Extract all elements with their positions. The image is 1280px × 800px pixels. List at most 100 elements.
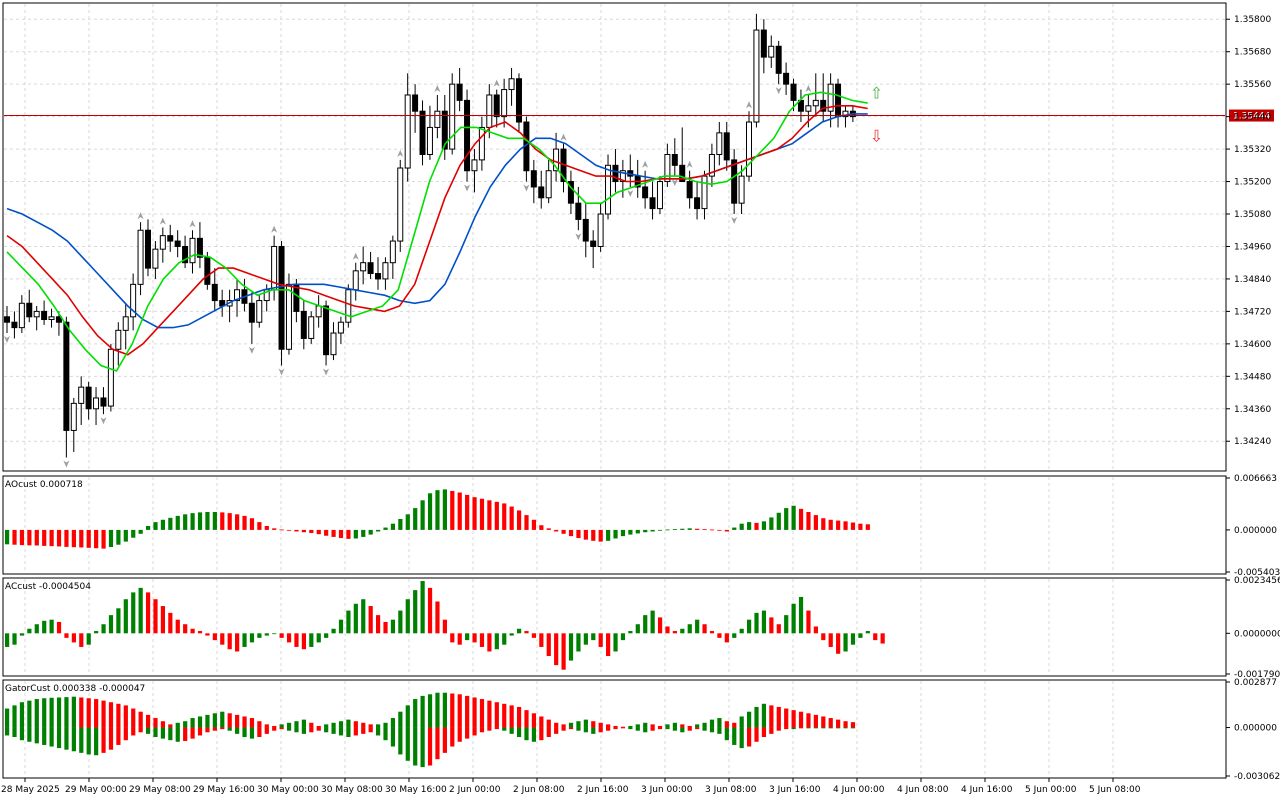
gator-indicator-pane[interactable] <box>5 692 856 768</box>
candle-body <box>783 72 790 85</box>
ac-histogram-bar <box>249 633 255 643</box>
gator-lower-bar <box>843 727 848 729</box>
gator-lower-bar <box>516 727 522 738</box>
gator-lower-bar <box>531 727 537 742</box>
gator-upper-bar <box>346 719 351 728</box>
x-tick-label: 3 Jun 08:00 <box>705 785 757 795</box>
candle-body <box>731 159 738 204</box>
gator-pane-label: GatorCust 0.000338 -0.000047 <box>5 684 145 694</box>
main-price-pane[interactable]: 1.35444 ⇧ ⇩ <box>4 13 1274 468</box>
gator-upper-bar <box>813 714 818 728</box>
gator-lower-bar <box>554 727 559 734</box>
fractal-down-icon <box>100 417 107 425</box>
gator-lower-bar <box>42 727 47 745</box>
candle-body <box>211 283 218 302</box>
fractal-up-icon <box>397 149 404 157</box>
ac-histogram-bar <box>554 633 559 666</box>
gator-lower-bar <box>108 727 114 750</box>
ac-histogram-bar <box>747 619 752 634</box>
ac-histogram-bar <box>220 633 225 645</box>
candle-body <box>33 310 40 318</box>
gator-upper-bar <box>309 722 314 728</box>
gator-upper-bar <box>101 700 106 728</box>
gator-lower-bar <box>71 727 76 752</box>
ao-histogram-bar <box>316 529 321 535</box>
alligator-lips-line <box>6 91 868 372</box>
ac-histogram-bar <box>724 633 729 643</box>
gator-lower-bar <box>680 727 685 733</box>
gator-upper-bar <box>702 722 707 728</box>
y-tick-label: 0.0023456 <box>1234 576 1280 586</box>
ac-indicator-pane[interactable] <box>5 581 885 670</box>
candle-body <box>471 159 478 172</box>
gator-upper-bar <box>769 705 774 728</box>
ao-histogram-bar <box>554 529 559 532</box>
gator-lower-bar <box>494 727 499 730</box>
y-tick-label: 0.000000 <box>1234 724 1277 734</box>
ac-histogram-bar <box>479 633 485 647</box>
gator-upper-bar <box>487 700 492 728</box>
ac-histogram-bar <box>242 633 247 647</box>
gator-lower-bar <box>249 727 255 739</box>
ao-histogram-bar <box>12 529 17 545</box>
ac-histogram-bar <box>264 633 269 636</box>
gator-lower-bar <box>138 727 143 733</box>
ac-histogram-bar <box>131 592 136 634</box>
ao-histogram-bar <box>487 500 492 530</box>
gator-upper-bar <box>190 718 195 728</box>
gator-lower-bar <box>175 727 180 742</box>
ao-histogram-bar <box>79 529 84 548</box>
gator-lower-bar <box>197 727 203 736</box>
ac-histogram-bar <box>27 628 32 634</box>
candle-body <box>590 240 597 247</box>
gator-lower-bar <box>94 727 99 756</box>
gator-upper-bar <box>420 695 425 728</box>
ao-indicator-pane[interactable] <box>5 489 870 549</box>
fractal-down-icon <box>671 179 678 187</box>
ac-histogram-bar <box>338 619 344 634</box>
fractal-up-icon <box>560 133 567 141</box>
gator-upper-bar <box>138 711 143 728</box>
ao-histogram-bar <box>175 515 180 530</box>
x-tick-label: 3 Jun 00:00 <box>641 785 693 795</box>
gator-lower-bar <box>450 727 455 747</box>
gator-upper-bar <box>836 719 841 728</box>
ac-histogram-bar <box>435 601 440 634</box>
ao-histogram-bar <box>376 529 381 532</box>
y-tick-label: 1.35320 <box>1234 145 1271 155</box>
candle-body <box>78 386 85 404</box>
candle-body <box>723 132 730 161</box>
gator-upper-bar <box>657 725 663 728</box>
gator-upper-bar <box>331 722 336 728</box>
candle-body <box>63 321 70 431</box>
gator-lower-bar <box>368 727 373 733</box>
gator-upper-bar <box>301 719 306 728</box>
ac-histogram-bar <box>212 633 217 641</box>
ao-histogram-bar <box>657 529 663 531</box>
ao-histogram-bar <box>309 529 314 534</box>
x-tick-label: 4 Jun 00:00 <box>833 785 885 795</box>
current-price-label: 1.35444 <box>1233 112 1270 122</box>
gator-lower-bar <box>435 727 440 760</box>
gator-lower-bar <box>19 727 25 741</box>
ac-histogram-bar <box>427 587 433 634</box>
ac-histogram-bar <box>843 633 848 652</box>
ac-histogram-bar <box>828 633 833 647</box>
candle-body <box>367 262 374 275</box>
candle-body <box>412 94 419 112</box>
gator-upper-bar <box>457 694 462 728</box>
x-tick-label: 4 Jun 08:00 <box>897 785 949 795</box>
ao-histogram-bar <box>101 529 106 549</box>
gator-upper-bar <box>27 700 32 728</box>
gator-upper-bar <box>776 706 781 728</box>
gator-lower-bar <box>791 727 796 730</box>
ac-histogram-bar <box>324 633 329 638</box>
ac-histogram-bar <box>361 599 366 634</box>
gator-upper-bar <box>628 725 633 728</box>
gator-lower-bar <box>798 727 804 729</box>
ac-histogram-bar <box>873 633 878 641</box>
y-tick-label: 0.000000 <box>1234 526 1277 536</box>
gator-lower-bar <box>717 727 722 734</box>
